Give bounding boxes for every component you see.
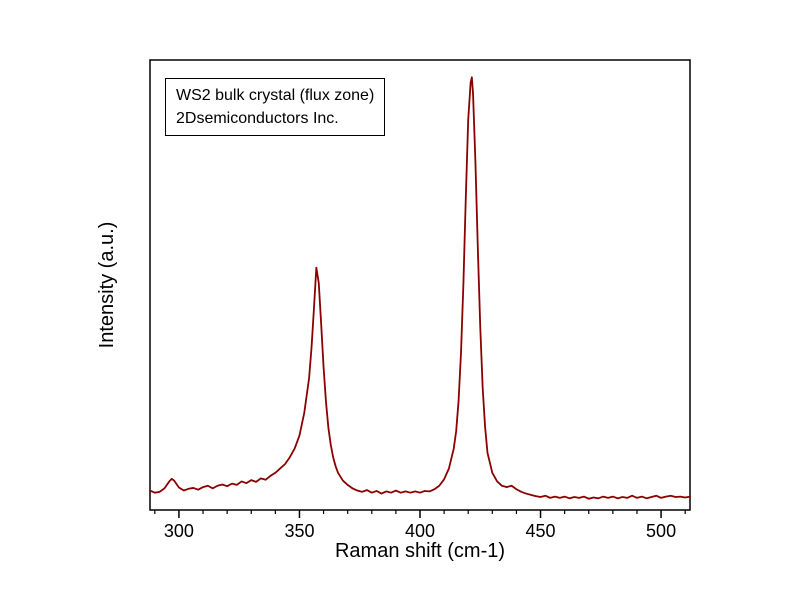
x-tick-label: 300 — [164, 521, 194, 541]
spectrum-line — [149, 76, 691, 500]
y-axis-label-text: Intensity (a.u.) — [96, 221, 118, 349]
legend-line-sample: WS2 bulk crystal (flux zone) — [176, 87, 375, 104]
x-tick-label: 400 — [405, 521, 435, 541]
x-tick-label: 350 — [284, 521, 314, 541]
x-axis-label: Raman shift (cm-1) — [334, 540, 506, 562]
x-tick-label: 500 — [646, 521, 676, 541]
legend-box: WS2 bulk crystal (flux zone) 2Dsemicondu… — [165, 78, 386, 137]
x-tick-label: 450 — [526, 521, 556, 541]
legend-line-vendor: 2Dsemiconductors Inc. — [176, 110, 339, 128]
